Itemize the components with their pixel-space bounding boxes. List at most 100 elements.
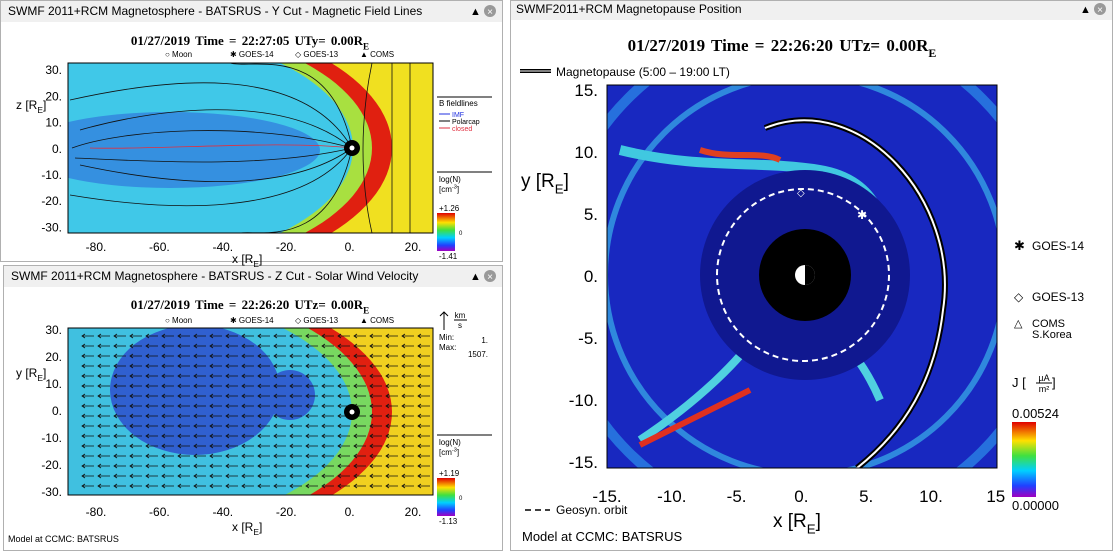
flow-arrow bbox=[337, 363, 350, 369]
flow-arrow bbox=[385, 443, 398, 449]
flow-arrow bbox=[305, 393, 318, 399]
x-tick-label: -80. bbox=[86, 505, 107, 519]
flow-arrow bbox=[113, 413, 126, 419]
flow-arrow bbox=[305, 483, 318, 489]
flow-arrow bbox=[321, 333, 334, 339]
legend-item: Magnetopause (5:00 – 19:00 LT) bbox=[556, 65, 730, 79]
window-title: SWMF 2011+RCM Magnetosphere - BATSRUS - … bbox=[8, 4, 422, 18]
flow-arrow bbox=[353, 383, 366, 389]
flow-arrow bbox=[193, 363, 206, 369]
y-tick-label: 30. bbox=[45, 63, 62, 77]
flow-arrow bbox=[209, 443, 222, 449]
flow-arrow bbox=[81, 373, 94, 379]
flow-arrow bbox=[241, 333, 254, 339]
window-title: SWMF 2011+RCM Magnetosphere - BATSRUS - … bbox=[11, 269, 418, 283]
x-tick-label: -60. bbox=[149, 240, 170, 254]
y-axis-label: y [RE] bbox=[521, 171, 569, 197]
flow-arrow bbox=[145, 343, 158, 349]
flow-arrow bbox=[193, 413, 206, 419]
y-axis-label: z [RE] bbox=[16, 98, 46, 115]
flow-arrow bbox=[401, 403, 414, 409]
y-tick-label: 10. bbox=[45, 377, 62, 391]
x-tick-label: -5. bbox=[727, 487, 747, 506]
flow-arrow bbox=[129, 393, 142, 399]
y-axis-label-part: y [R bbox=[521, 171, 555, 192]
flow-arrow bbox=[337, 483, 350, 489]
flow-arrow bbox=[81, 423, 94, 429]
colorbar-title: log(N) bbox=[439, 438, 461, 447]
flow-arrow bbox=[145, 353, 158, 359]
colorbar-max: +1.19 bbox=[439, 469, 460, 478]
flow-arrow bbox=[209, 473, 222, 479]
plot-header-part: E bbox=[928, 46, 936, 60]
flow-arrow bbox=[401, 423, 414, 429]
close-buttons[interactable]: ▲ × ▲ × ▲ × bbox=[470, 3, 1106, 283]
flow-arrow bbox=[161, 383, 174, 389]
flow-arrow bbox=[353, 333, 366, 339]
flow-arrow bbox=[289, 353, 302, 359]
flow-arrow bbox=[321, 373, 334, 379]
flow-arrow bbox=[193, 473, 206, 479]
flow-arrow bbox=[193, 393, 206, 399]
colorbar-max: 0.00524 bbox=[1012, 406, 1059, 421]
legend-item: Geosyn. orbit bbox=[556, 503, 628, 517]
flow-arrow bbox=[257, 463, 270, 469]
flow-arrow bbox=[113, 433, 126, 439]
flow-arrow bbox=[225, 453, 238, 459]
flow-arrow bbox=[129, 463, 142, 469]
satellite-label: GOES-14 bbox=[1032, 239, 1084, 253]
legend-item: closed bbox=[452, 126, 472, 133]
flow-arrow bbox=[305, 363, 318, 369]
velocity-unit: s bbox=[458, 321, 462, 330]
legend-item: Polarcap bbox=[452, 119, 480, 126]
flow-arrow bbox=[209, 383, 222, 389]
y-axis-label-part: E bbox=[37, 373, 43, 383]
flow-arrow bbox=[113, 453, 126, 459]
flow-arrow bbox=[305, 413, 318, 419]
flow-arrow bbox=[241, 353, 254, 359]
flow-arrow bbox=[321, 413, 334, 419]
flow-arrow bbox=[97, 453, 110, 459]
svg-text:▲: ▲ bbox=[470, 271, 481, 283]
flow-arrow bbox=[305, 473, 318, 479]
flow-arrow bbox=[145, 423, 158, 429]
flow-arrow bbox=[81, 453, 94, 459]
flow-arrow bbox=[225, 363, 238, 369]
flow-arrow bbox=[241, 413, 254, 419]
flow-arrow bbox=[385, 403, 398, 409]
flow-arrow bbox=[337, 423, 350, 429]
flow-arrow bbox=[177, 403, 190, 409]
flow-arrow bbox=[273, 343, 286, 349]
flow-arrow bbox=[417, 413, 430, 419]
flow-arrow bbox=[417, 393, 430, 399]
flow-arrow bbox=[209, 373, 222, 379]
flow-arrow bbox=[385, 473, 398, 479]
colorbar-min: -1.41 bbox=[439, 252, 458, 261]
x-tick-label: -10. bbox=[657, 487, 686, 506]
flow-arrow bbox=[145, 363, 158, 369]
legend-item: ○ Moon bbox=[165, 316, 192, 325]
flow-arrow bbox=[417, 353, 430, 359]
y-axis-label-part: z [R bbox=[16, 98, 38, 112]
flow-arrow bbox=[97, 433, 110, 439]
footer: Model at CCMC: BATSRUS bbox=[8, 534, 119, 544]
flow-arrow bbox=[353, 353, 366, 359]
plot-header-part: z= 0.00R bbox=[863, 36, 929, 55]
y-axis-label-part: E bbox=[37, 105, 43, 115]
flow-arrow bbox=[401, 463, 414, 469]
flow-arrow bbox=[193, 463, 206, 469]
flow-arrow bbox=[97, 373, 110, 379]
flow-arrow bbox=[193, 433, 206, 439]
flow-arrow bbox=[193, 453, 206, 459]
x-tick-label: -40. bbox=[212, 505, 233, 519]
plot-frame bbox=[67, 62, 434, 234]
flow-arrow bbox=[289, 393, 302, 399]
flow-arrow bbox=[321, 403, 334, 409]
flow-arrow bbox=[385, 333, 398, 339]
flow-arrow bbox=[401, 363, 414, 369]
svg-text:▲: ▲ bbox=[1080, 4, 1091, 16]
flow-arrow bbox=[241, 363, 254, 369]
flow-arrow bbox=[385, 363, 398, 369]
colorbar bbox=[437, 478, 455, 516]
flow-arrow bbox=[145, 413, 158, 419]
